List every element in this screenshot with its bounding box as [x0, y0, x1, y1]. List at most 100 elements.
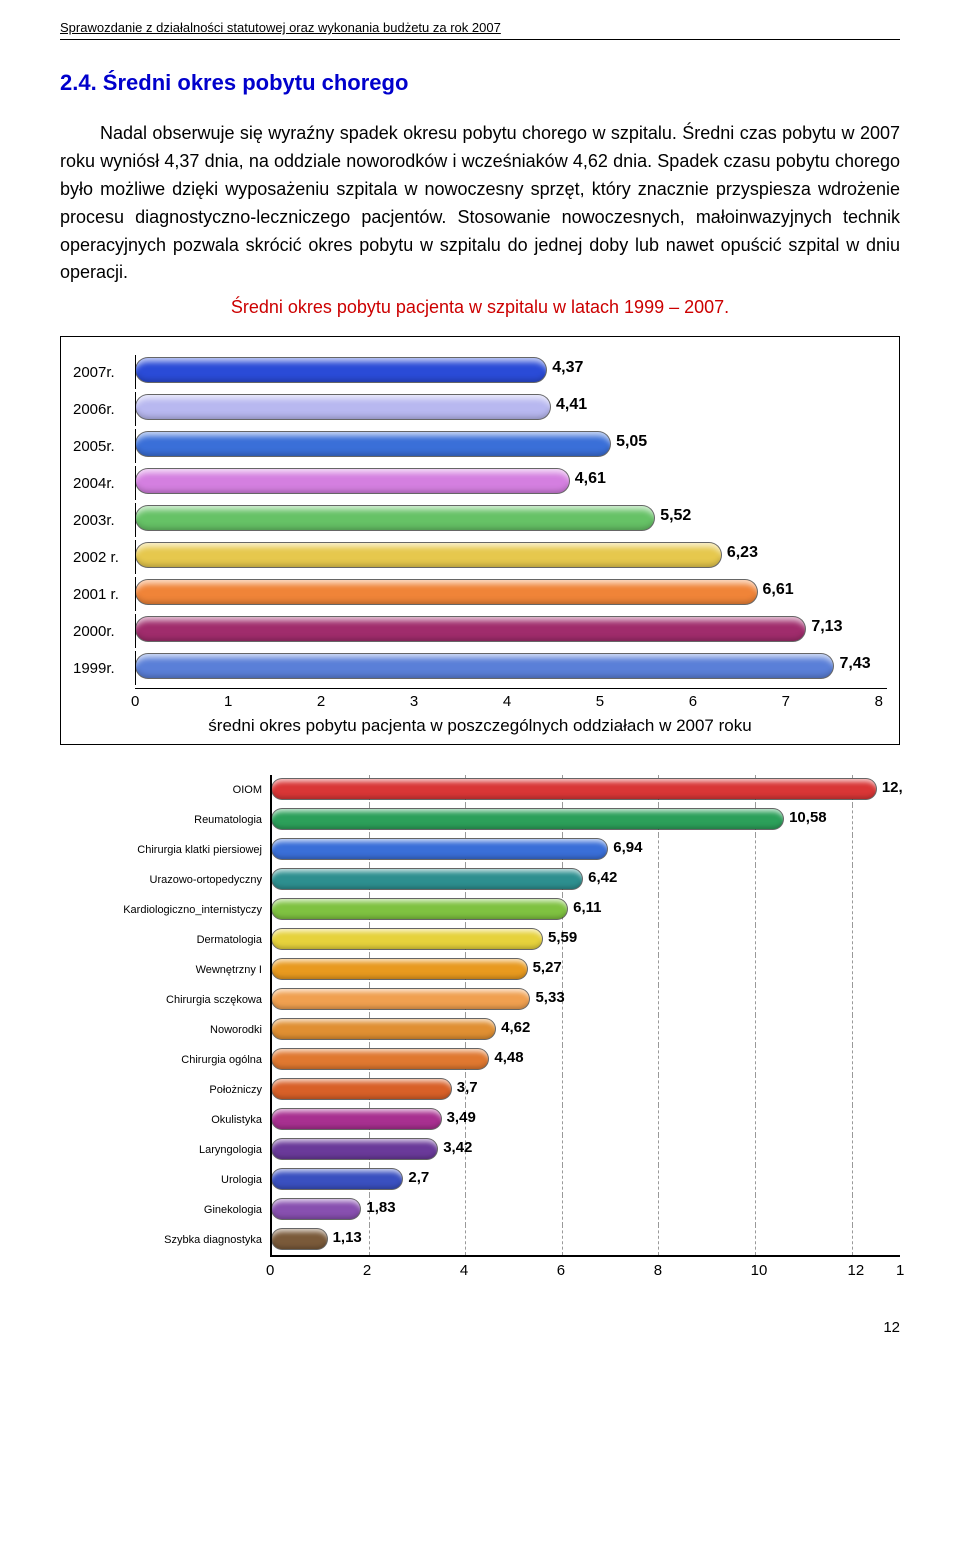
chart1-bar-area: 4,61 — [135, 466, 887, 500]
chart2-gridline — [658, 1045, 659, 1075]
chart2-value-label: 3,49 — [447, 1109, 476, 1126]
chart2-x-tick: 8 — [654, 1262, 751, 1279]
chart1-bar — [136, 617, 805, 641]
chart2-x-tick: 4 — [460, 1262, 557, 1279]
chart1-row: 2004r.4,61 — [73, 466, 887, 500]
chart1-bar-area: 4,41 — [135, 392, 887, 426]
chart2-gridline — [852, 1135, 853, 1165]
chart2-gridline — [755, 985, 756, 1015]
chart2-bar-area: 1,83 — [270, 1195, 900, 1225]
chart2-value-label: 6,11 — [573, 899, 601, 916]
chart1-x-tick: 5 — [596, 693, 689, 710]
chart2-gridline — [562, 1075, 563, 1105]
chart1-bar — [136, 506, 654, 530]
chart1-subtitle: średni okres pobytu pacjenta w poszczegó… — [73, 716, 887, 736]
chart2-category-label: Szybka diagnostyka — [120, 1234, 270, 1246]
chart2-gridline — [755, 1225, 756, 1255]
chart1-value-label: 5,05 — [616, 433, 647, 451]
chart2-gridline — [658, 835, 659, 865]
chart2-bar-area: 4,62 — [270, 1015, 900, 1045]
chart2-gridline — [852, 895, 853, 925]
chart2-category-label: Wewnętrzny I — [120, 964, 270, 976]
chart2-gridline — [852, 865, 853, 895]
chart2-row: Chirurgia sczękowa5,33 — [120, 985, 900, 1015]
chart2-bar-area: 3,42 — [270, 1135, 900, 1165]
chart2-gridline — [562, 1195, 563, 1225]
chart2-gridline — [658, 865, 659, 895]
chart2-gridline — [755, 1105, 756, 1135]
chart2-gridline — [562, 1225, 563, 1255]
chart2-gridline — [562, 955, 563, 985]
running-header: Sprawozdanie z działalności statutowej o… — [60, 20, 900, 35]
chart1-value-label: 4,41 — [556, 396, 587, 414]
chart2-gridline — [755, 1135, 756, 1165]
chart1-container: 2007r.4,372006r.4,412005r.5,052004r.4,61… — [60, 336, 900, 745]
chart1-category-label: 2001 r. — [73, 586, 135, 603]
chart2-gridline — [755, 1045, 756, 1075]
chart1-title: Średni okres pobytu pacjenta w szpitalu … — [60, 297, 900, 318]
chart2-row: Położniczy3,7 — [120, 1075, 900, 1105]
chart2-gridline — [658, 1105, 659, 1135]
chart2-gridline — [562, 1045, 563, 1075]
chart2-plot: OIOM12,Reumatologia10,58Chirurgia klatki… — [120, 775, 900, 1255]
chart2-row: Urologia2,7 — [120, 1165, 900, 1195]
chart2-bar — [272, 899, 567, 919]
chart2-category-label: Kardiologiczno_internistyczy — [120, 904, 270, 916]
chart2-value-label: 5,59 — [548, 929, 577, 946]
chart1-bar-area: 4,37 — [135, 355, 887, 389]
chart2-row: Wewnętrzny I5,27 — [120, 955, 900, 985]
chart1-bar — [136, 432, 610, 456]
chart2-row: Kardiologiczno_internistyczy 6,11 — [120, 895, 900, 925]
chart2-gridline — [465, 1225, 466, 1255]
chart2-category-label: Reumatologia — [120, 814, 270, 826]
chart2-value-label: 3,42 — [443, 1139, 472, 1156]
chart2-gridline — [852, 955, 853, 985]
chart2-x-tick: 2 — [363, 1262, 460, 1279]
chart2-gridline — [658, 895, 659, 925]
chart2-bar — [272, 1229, 327, 1249]
chart2-gridline — [852, 1225, 853, 1255]
chart2-gridline — [465, 1195, 466, 1225]
chart2-category-label: Urologia — [120, 1174, 270, 1186]
chart2-bar — [272, 989, 529, 1009]
chart1-row: 2005r.5,05 — [73, 429, 887, 463]
chart2-row: OIOM12, — [120, 775, 900, 805]
chart2-bar — [272, 1139, 437, 1159]
chart1-category-label: 2004r. — [73, 475, 135, 492]
chart1-row: 1999r.7,43 — [73, 651, 887, 685]
chart2-category-label: Urazowo-ortopedyczny — [120, 874, 270, 886]
chart2-gridline — [465, 1165, 466, 1195]
chart1-x-tick: 7 — [782, 693, 875, 710]
chart2-gridline — [658, 1195, 659, 1225]
chart2-gridline — [755, 1075, 756, 1105]
chart2-bar-area: 5,33 — [270, 985, 900, 1015]
chart2-x-tick: 10 — [751, 1262, 848, 1279]
chart2-gridline — [852, 835, 853, 865]
chart1-category-label: 2002 r. — [73, 549, 135, 566]
chart2-gridline — [755, 1195, 756, 1225]
chart2-bar-area: 10,58 — [270, 805, 900, 835]
chart1-row: 2000r.7,13 — [73, 614, 887, 648]
page-number: 12 — [60, 1319, 900, 1336]
chart2-gridline — [852, 985, 853, 1015]
chart1-x-tick: 8 — [875, 693, 883, 710]
chart2-gridline — [658, 1165, 659, 1195]
chart2-value-label: 1,13 — [333, 1229, 362, 1246]
chart1-category-label: 1999r. — [73, 660, 135, 677]
chart2-gridline — [755, 955, 756, 985]
chart2-gridline — [755, 925, 756, 955]
chart2-bar-area: 1,13 — [270, 1225, 900, 1255]
chart2-gridline — [658, 1015, 659, 1045]
chart2-gridline — [852, 805, 853, 835]
chart2-bar — [272, 1109, 441, 1129]
chart2-value-label: 10,58 — [789, 809, 827, 826]
chart1-value-label: 6,61 — [763, 581, 794, 599]
chart2-bar — [272, 779, 876, 799]
chart2-row: Noworodki4,62 — [120, 1015, 900, 1045]
chart2-row: Okulistyka3,49 — [120, 1105, 900, 1135]
chart2-bar-area: 3,49 — [270, 1105, 900, 1135]
chart2-gridline — [562, 1105, 563, 1135]
chart2-gridline — [369, 1225, 370, 1255]
chart1-value-label: 5,52 — [660, 507, 691, 525]
chart2-bar-area: 4,48 — [270, 1045, 900, 1075]
